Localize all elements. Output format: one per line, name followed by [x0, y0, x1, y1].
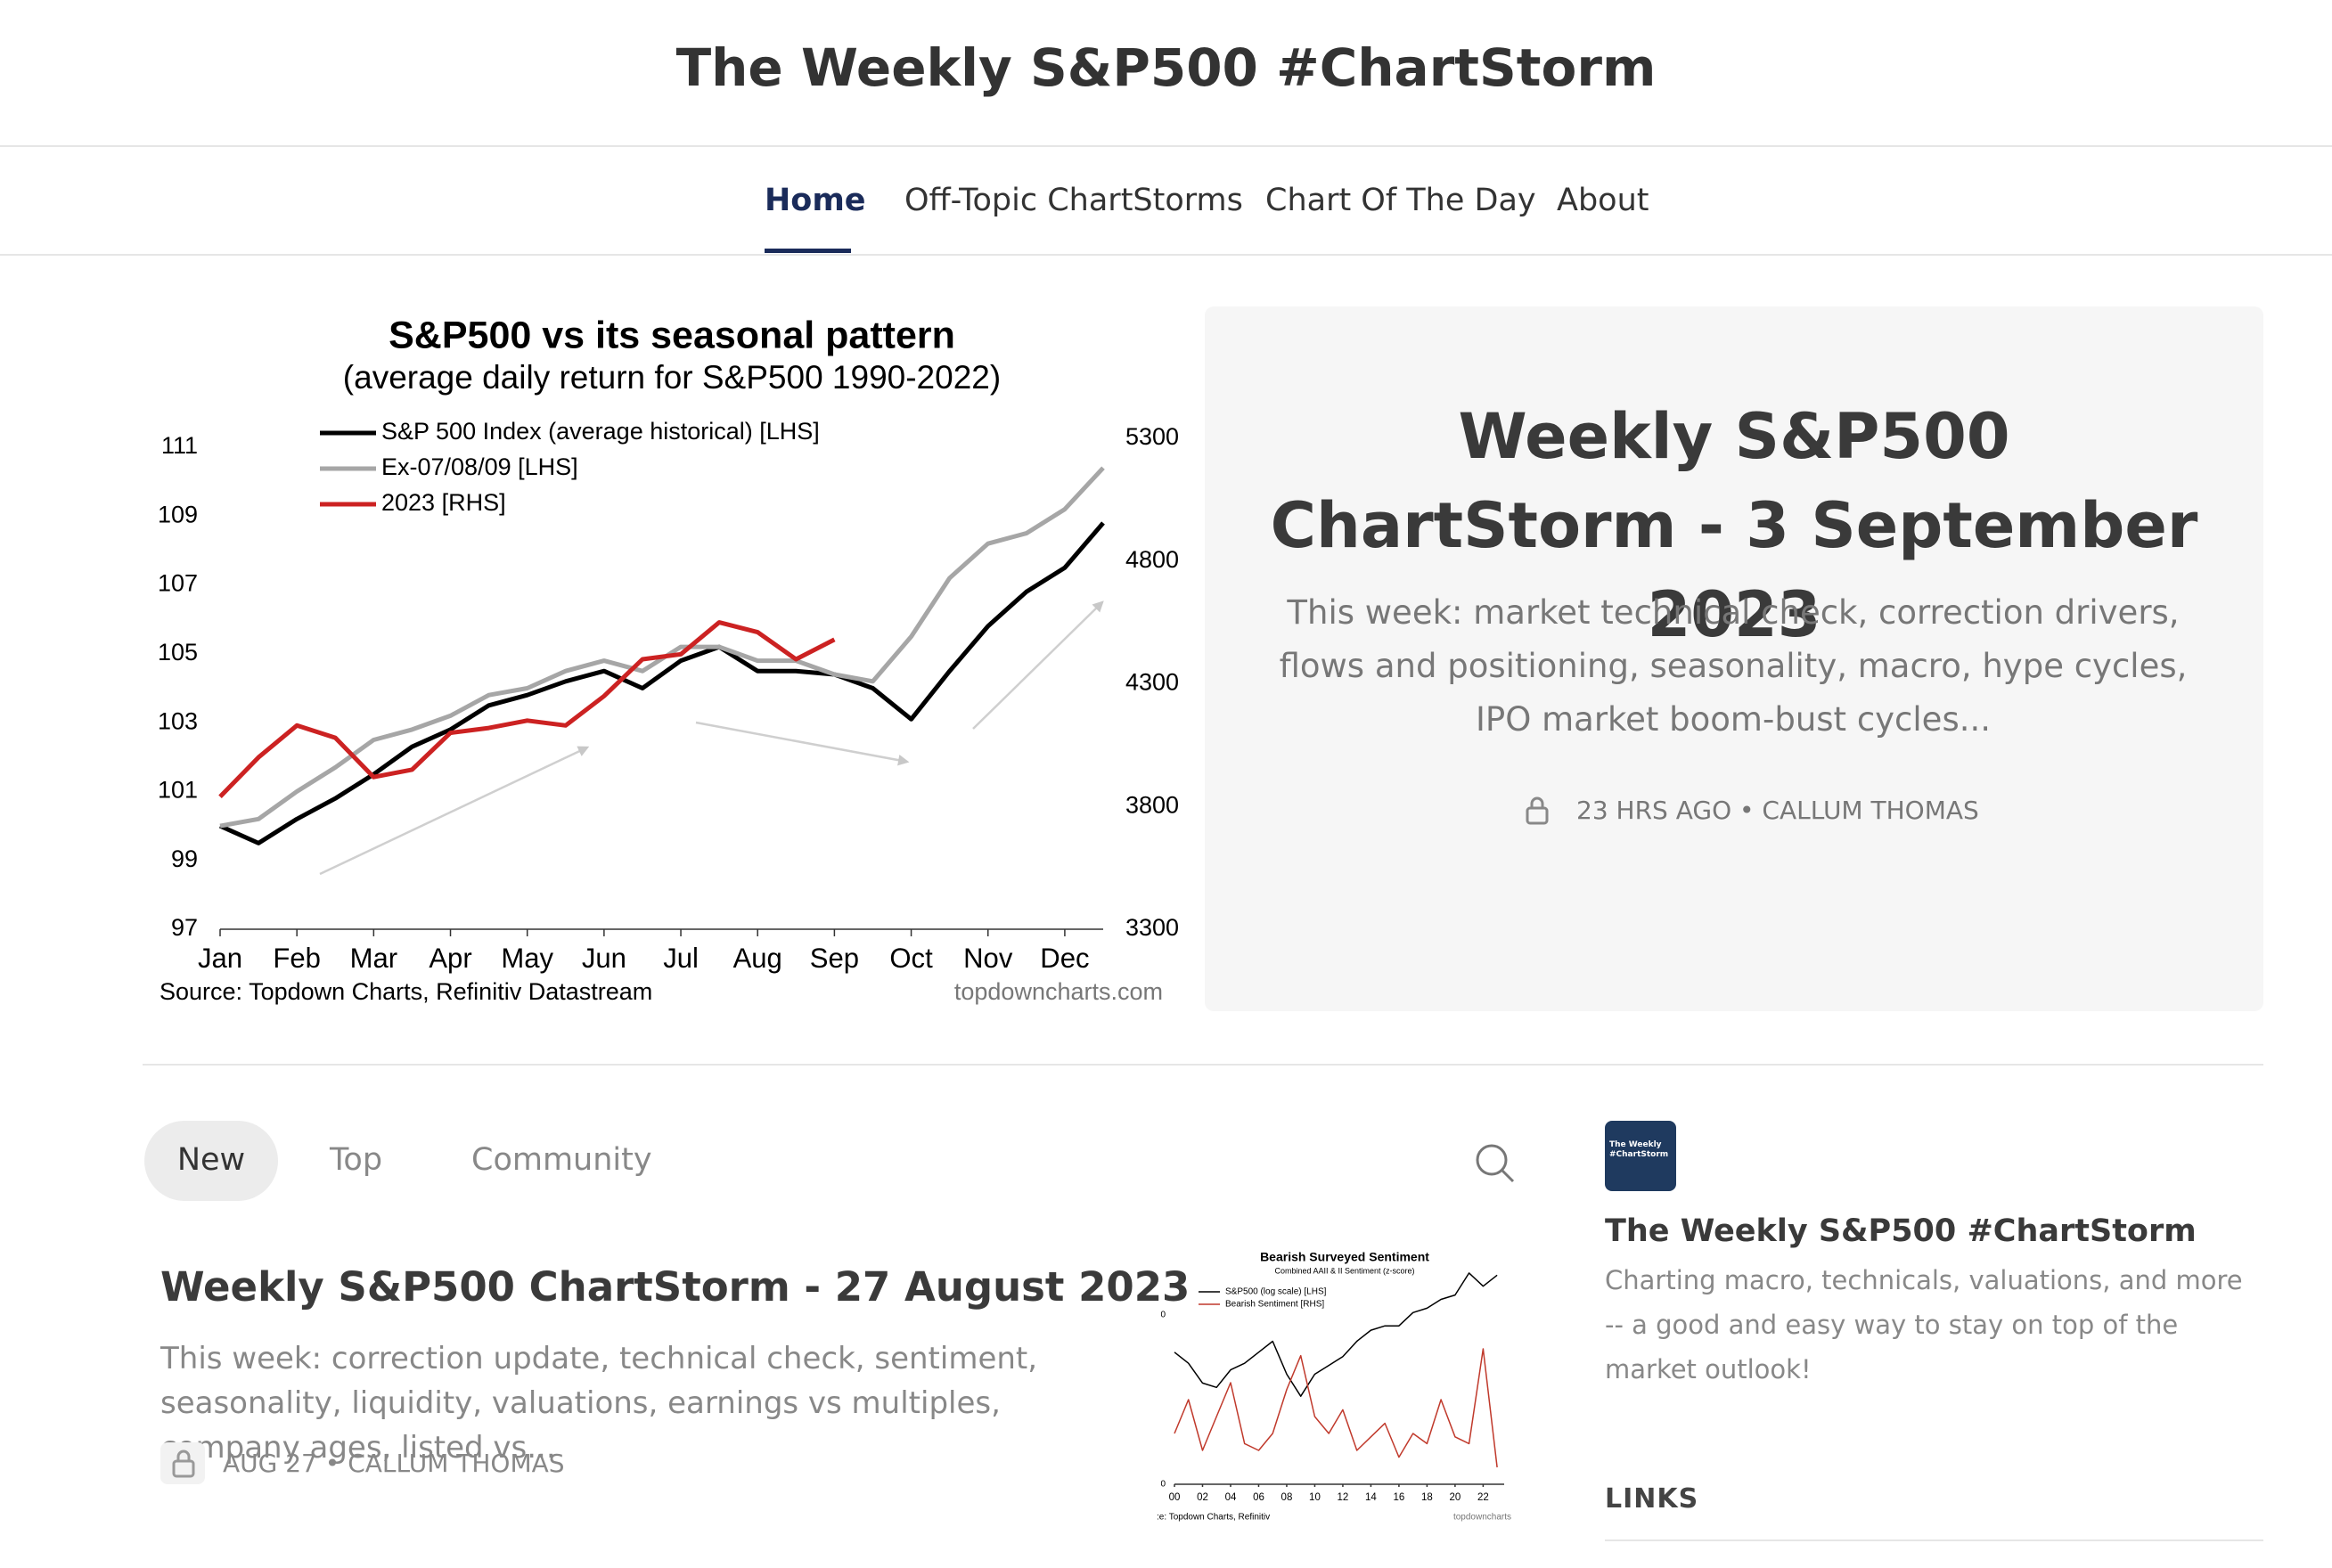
x-tick-label: 02 [1197, 1492, 1208, 1503]
x-tick-label: 16 [1394, 1492, 1405, 1503]
series-line [219, 466, 1105, 829]
x-tick-label: Dec [1040, 943, 1089, 974]
x-tick-label: Mar [350, 943, 397, 974]
x-tick-label: Oct [889, 943, 933, 974]
divider [143, 1064, 2263, 1066]
search-icon[interactable] [1472, 1140, 1517, 1185]
publication-description: Charting macro, technicals, valuations, … [1605, 1265, 2243, 1384]
nav-link[interactable]: Off-Topic ChartStorms [904, 183, 1243, 218]
x-tick-label: 06 [1253, 1492, 1264, 1503]
y-tick-label: 97 [171, 914, 198, 941]
post-description: This week: correction update, technical … [160, 1341, 1038, 1466]
series-line [1174, 1348, 1498, 1468]
x-tick-label: Jan [198, 943, 242, 974]
x-tick-label: 10 [1309, 1492, 1321, 1503]
post-meta: AUG 27 • CALLUM THOMAS [223, 1449, 565, 1478]
featured-description: This week: market technical check, corre… [1279, 593, 2188, 739]
nav-link[interactable]: About [1557, 183, 1649, 218]
tab[interactable]: New [176, 1142, 246, 1178]
legend-label: S&P 500 Index (average historical) [LHS] [381, 418, 820, 445]
y2-tick-label: 0 [1160, 1311, 1166, 1320]
legend-label: Bearish Sentiment [RHS] [1225, 1300, 1324, 1310]
divider [0, 254, 2332, 256]
publication-title[interactable]: The Weekly S&P500 #ChartStorm [1605, 1213, 2197, 1249]
x-tick-label: 18 [1421, 1492, 1433, 1503]
divider [0, 145, 2332, 147]
publication-logo[interactable] [1605, 1121, 1676, 1191]
series-line [1174, 1272, 1498, 1397]
featured-card[interactable] [1205, 306, 2263, 1011]
x-tick-label: 04 [1225, 1492, 1237, 1503]
x-tick-label: Sep [810, 943, 859, 974]
chart-source: Source: Topdown Charts, Refinitiv Datast… [160, 978, 652, 1005]
featured-title[interactable]: Weekly S&P500 ChartStorm - 3 September 2… [1270, 400, 2198, 651]
series-line [218, 521, 1105, 845]
legend-label: 2023 [RHS] [381, 489, 506, 516]
y2-tick-label: 4800 [1125, 546, 1179, 573]
legend-label: Ex-07/08/09 [LHS] [381, 453, 578, 480]
x-tick-label: 08 [1281, 1492, 1293, 1503]
annotation-arrow [319, 746, 590, 876]
chart-title: Bearish Surveyed Sentiment [1260, 1250, 1429, 1264]
x-tick-label: Jun [582, 943, 626, 974]
x-tick-label: Apr [429, 943, 471, 974]
divider [1605, 1539, 2263, 1541]
featured-meta: 23 HRS AGO • CALLUM THOMAS [1576, 796, 1979, 825]
y-tick-label: 109 [158, 501, 198, 527]
nav-underline [765, 249, 851, 253]
tab-pill[interactable] [144, 1121, 278, 1201]
chart-source: :e: Topdown Charts, Refinitiv [1157, 1513, 1270, 1523]
chart-subtitle: (average daily return for S&P500 1990-20… [343, 359, 1001, 396]
x-tick-label: Feb [273, 943, 321, 974]
x-tick-label: May [501, 943, 553, 974]
x-tick-label: Jul [663, 943, 699, 974]
x-tick-label: 00 [1169, 1492, 1181, 1503]
nav-link[interactable]: Chart Of The Day [1265, 183, 1536, 218]
y-tick-label: 101 [158, 777, 198, 804]
annotation-arrow [972, 600, 1104, 730]
y2-tick-label: 3300 [1125, 914, 1179, 941]
chart-watermark: topdowncharts.com [954, 978, 1163, 1005]
x-tick-label: 22 [1477, 1492, 1489, 1503]
tab[interactable]: Community [471, 1142, 652, 1178]
chart-watermark: topdowncharts [1453, 1513, 1511, 1523]
x-tick-label: 20 [1449, 1492, 1461, 1503]
lock-icon [1526, 796, 1549, 825]
legend-label: S&P500 (log scale) [LHS] [1225, 1287, 1327, 1297]
y2-tick-label: 4300 [1125, 669, 1179, 696]
y2-tick-label: 5300 [1125, 423, 1179, 450]
x-tick-label: 14 [1365, 1492, 1377, 1503]
y-tick-label: 99 [171, 845, 198, 872]
x-tick-label: Aug [733, 943, 782, 974]
x-tick-label: Nov [963, 943, 1013, 974]
post-title[interactable]: Weekly S&P500 ChartStorm - 27 August 202… [160, 1263, 1191, 1311]
tab[interactable]: Top [330, 1142, 383, 1178]
y-tick-label: 105 [158, 639, 198, 666]
y-tick-label: 103 [158, 707, 198, 734]
y-tick-label: 107 [158, 570, 198, 597]
links-heading: LINKS [1605, 1483, 1699, 1515]
series-line [218, 620, 836, 798]
logo-text: The Weekly #ChartStorm [1609, 1140, 1669, 1159]
chart-subtitle: Combined AAII & II Sentiment (z-score) [1274, 1266, 1414, 1275]
annotation-arrow [695, 721, 910, 766]
nav-link[interactable]: Home [765, 183, 866, 218]
y-tick-label: 0 [1160, 1480, 1166, 1490]
y2-tick-label: 3800 [1125, 791, 1179, 818]
chart-title: S&P500 vs its seasonal pattern [389, 314, 955, 356]
site-title[interactable]: The Weekly S&P500 #ChartStorm [675, 37, 1657, 98]
x-tick-label: 12 [1338, 1492, 1349, 1503]
lock-icon [172, 1450, 195, 1478]
y-tick-label: 111 [161, 432, 198, 459]
